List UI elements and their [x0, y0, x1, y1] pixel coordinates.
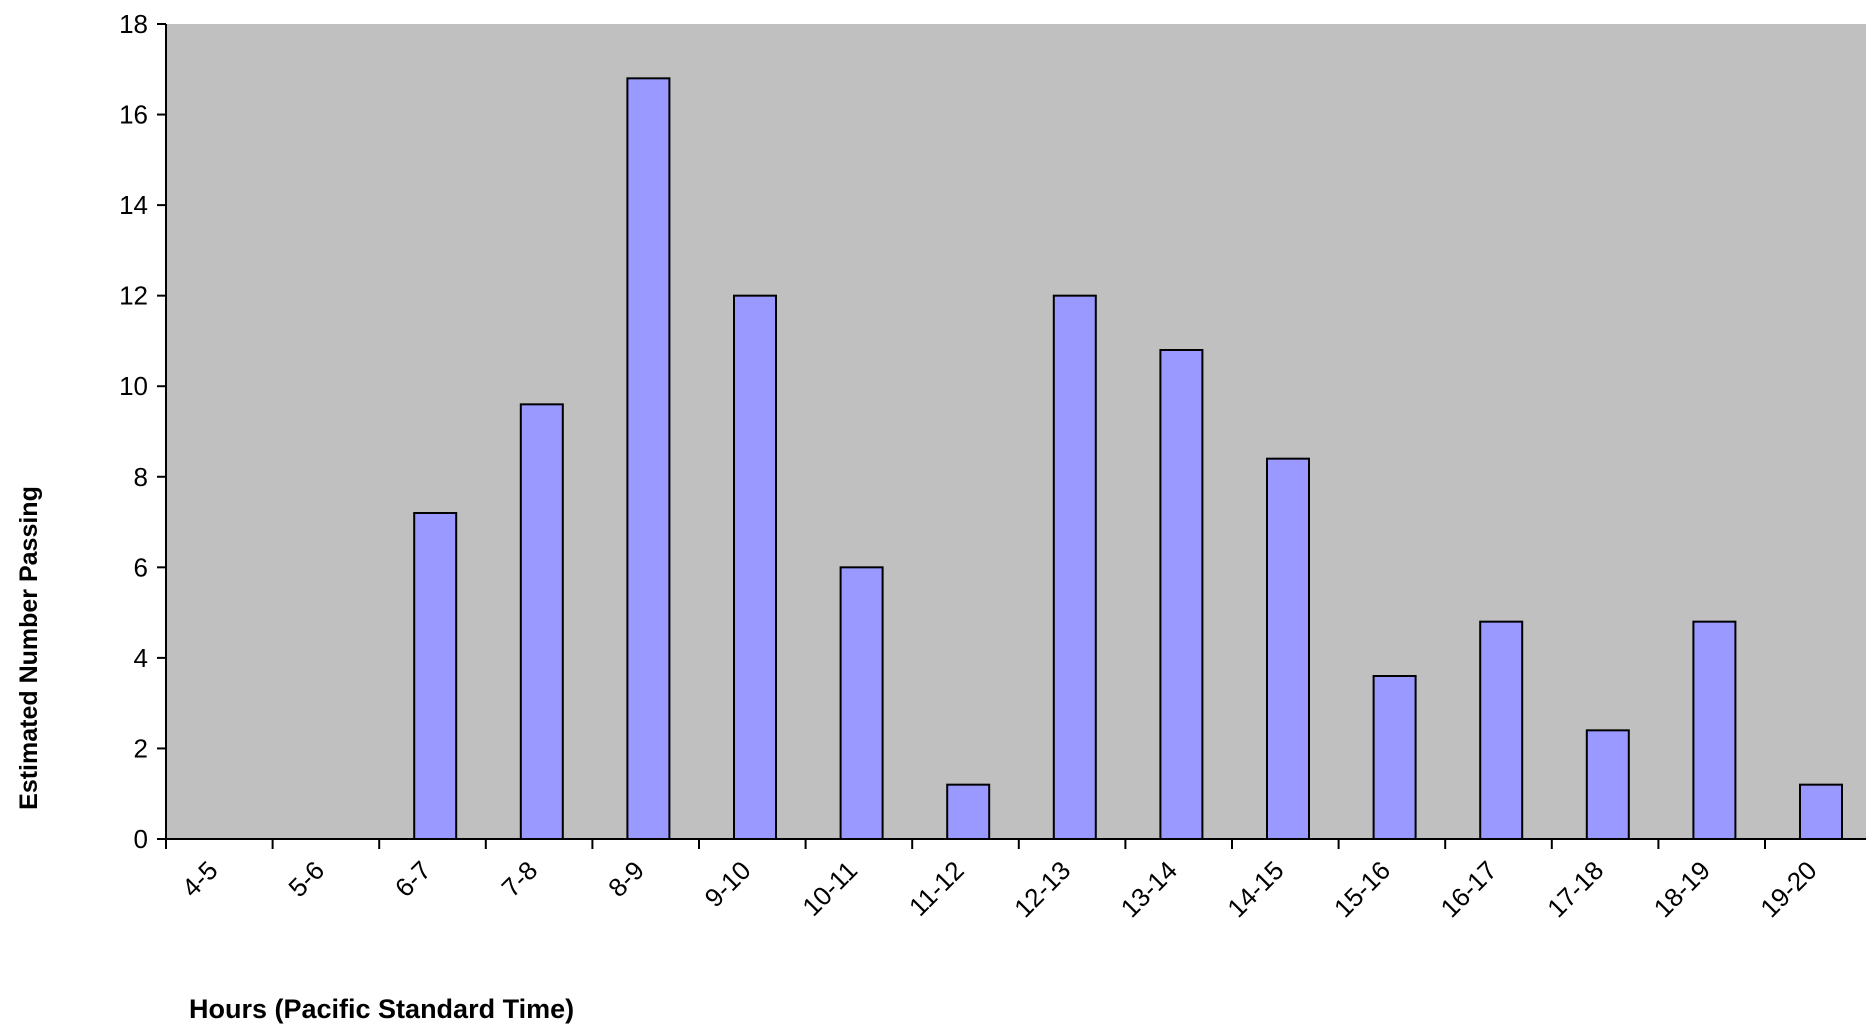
y-tick-label: 4: [134, 643, 148, 673]
bar-6-7: [413, 512, 458, 840]
x-tick-label: 11-12: [903, 855, 970, 922]
x-tick-label: 16-17: [1435, 855, 1503, 923]
x-tick-label: 7-8: [496, 855, 544, 903]
bar-13-14: [1159, 349, 1204, 840]
x-tick-label: 14-15: [1221, 855, 1289, 923]
bar-9-10: [733, 294, 777, 840]
bar-17-18: [1585, 729, 1630, 840]
bar-8-9: [626, 77, 671, 841]
y-tick-label: 12: [119, 281, 148, 311]
y-tick-label: 14: [119, 190, 148, 220]
y-tick-label: 2: [134, 733, 148, 763]
x-axis-title: Hours (Pacific Standard Time): [189, 994, 574, 1024]
bars-group: [413, 77, 1843, 841]
bar-16-17: [1479, 620, 1524, 841]
y-tick-label: 16: [119, 100, 148, 130]
x-tick-label: 4-5: [176, 855, 224, 903]
x-tick-label: 10-11: [796, 855, 863, 922]
bar-18-19: [1692, 620, 1737, 841]
bar-11-12: [946, 783, 991, 841]
y-axis: 0 2 4 6 8 10 12 14 16 18: [119, 9, 167, 854]
x-tick-label: 9-10: [699, 855, 757, 913]
bar-12-13: [1052, 294, 1097, 840]
bar-7-8: [519, 403, 564, 840]
x-tick-label: 17-18: [1541, 855, 1609, 923]
y-axis-title: Estimated Number Passing: [15, 486, 43, 810]
y-tick-label: 0: [134, 824, 148, 854]
bar-15-16: [1372, 675, 1417, 840]
bar-14-15: [1266, 457, 1310, 840]
x-tick-label: 19-20: [1754, 855, 1822, 923]
x-tick-label: 15-16: [1328, 855, 1396, 923]
bar-10-11: [839, 566, 884, 840]
x-tick-label: 12-13: [1008, 855, 1076, 923]
x-tick-label: 18-19: [1648, 855, 1716, 923]
bar-19-20: [1799, 783, 1843, 841]
x-tick-label: 6-7: [389, 855, 437, 903]
x-tick-label: 13-14: [1115, 855, 1183, 923]
y-tick-label: 10: [119, 371, 148, 401]
y-tick-label: 18: [119, 9, 148, 39]
y-tick-label: 8: [134, 462, 148, 492]
x-tick-label: 8-9: [602, 855, 650, 903]
y-tick-label: 6: [134, 552, 148, 582]
x-axis: 4-5 5-6 6-7 7-8 8-9 9-10 10-11 11-12 12-13 13-14 1…: [165, 838, 1866, 923]
x-tick-label: 5-6: [282, 855, 330, 903]
